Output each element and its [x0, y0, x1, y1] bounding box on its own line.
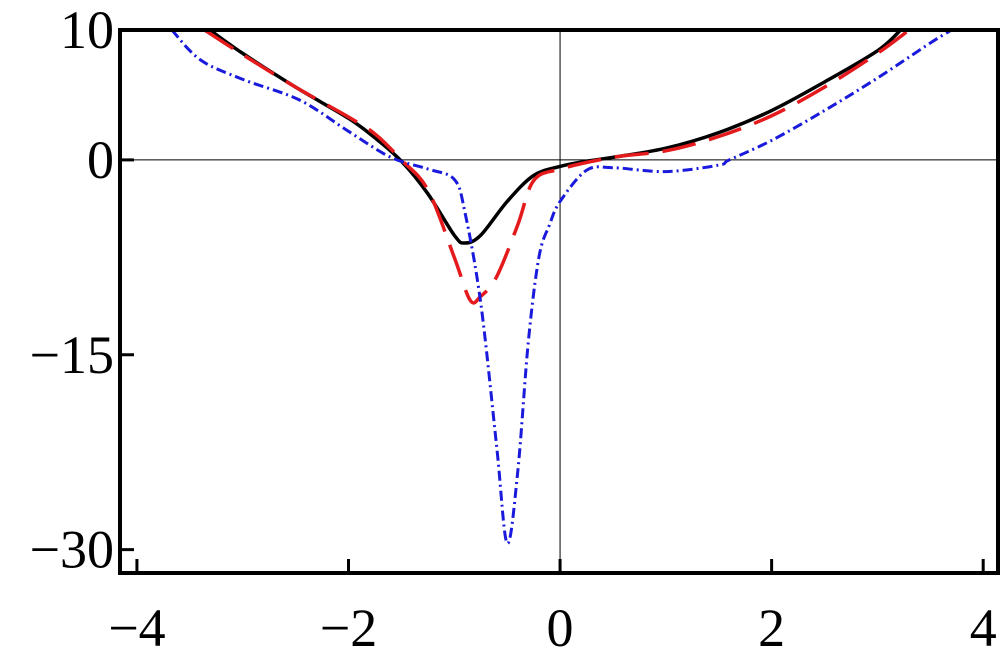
x-tick-label: 4	[970, 598, 997, 653]
x-tick-label: −4	[108, 598, 165, 653]
plot-frame	[118, 28, 1000, 575]
y-tick-label: 10	[60, 0, 114, 60]
series-line	[170, 30, 953, 545]
x-tick-label: 2	[758, 598, 785, 653]
y-tick-label: 0	[87, 130, 114, 190]
y-tick-label: −30	[30, 520, 114, 580]
plot-area	[170, 30, 953, 545]
series-line	[203, 30, 911, 305]
x-tick-label: 0	[547, 598, 574, 653]
x-tick-label: −2	[320, 598, 377, 653]
y-tick-label: −15	[30, 325, 114, 385]
series-line	[208, 30, 902, 245]
